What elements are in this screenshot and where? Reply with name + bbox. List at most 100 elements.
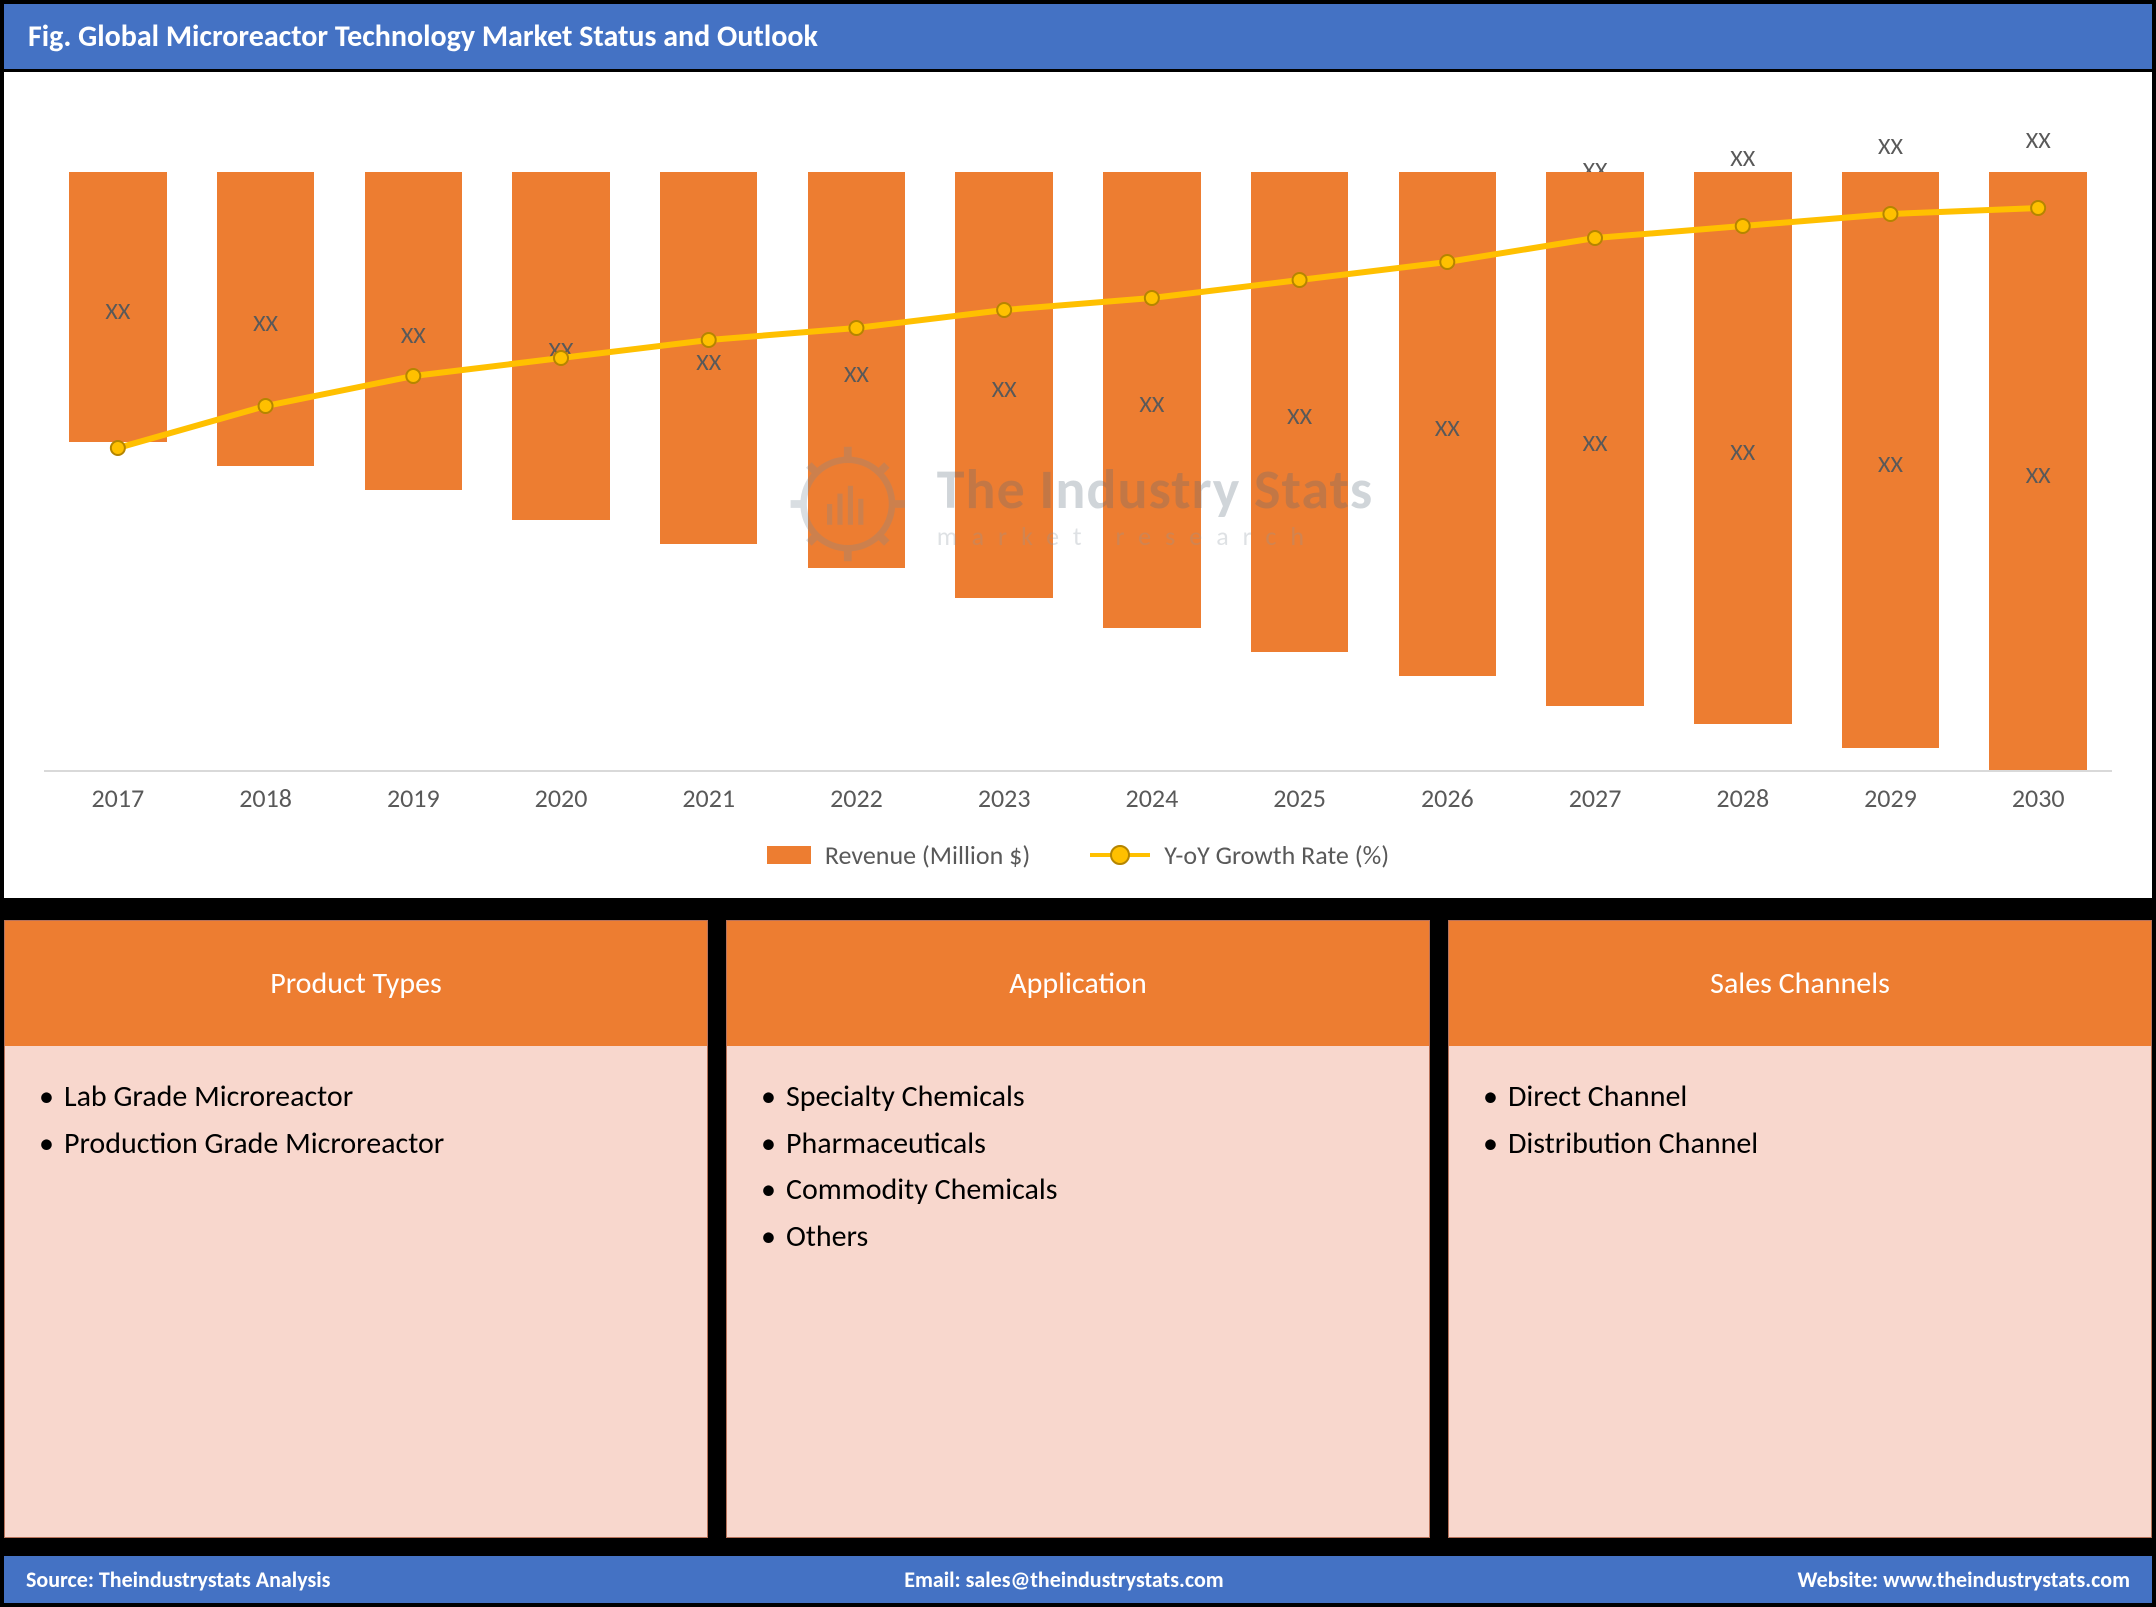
x-tick-label: 2027 — [1521, 782, 1669, 822]
x-tick-label: 2021 — [635, 782, 783, 822]
bar-slot: XXXX — [1964, 172, 2112, 770]
footer-email: Email: sales@theindustrystats.com — [904, 1566, 1223, 1593]
card-bullet: Production Grade Microreactor — [39, 1121, 673, 1168]
chart-legend: Revenue (Million $) Y-oY Growth Rate (%) — [44, 832, 2112, 888]
x-tick-label: 2022 — [783, 782, 931, 822]
bar-value-label: XX — [1583, 429, 1608, 458]
bar: XX — [512, 172, 609, 520]
bar-value-label: XX — [844, 360, 869, 389]
bar-slot: XXXX — [1817, 172, 1965, 770]
figure-title: Fig. Global Microreactor Technology Mark… — [4, 4, 2152, 72]
bar-slot: XXXX — [1226, 172, 1374, 770]
bar-slot: XXXX — [1521, 172, 1669, 770]
x-tick-label: 2030 — [1964, 782, 2112, 822]
footer-source: Source: Theindustrystats Analysis — [26, 1566, 330, 1593]
card-bullet: Pharmaceuticals — [761, 1121, 1395, 1168]
x-tick-label: 2025 — [1226, 782, 1374, 822]
bar: XX — [808, 172, 905, 568]
bar-slot: XXXX — [930, 172, 1078, 770]
legend-item-revenue: Revenue (Million $) — [767, 839, 1030, 871]
category-card: Sales ChannelsDirect ChannelDistribution… — [1448, 920, 2152, 1538]
bar-value-label: XX — [1730, 438, 1755, 467]
footer-website: Website: www.theindustrystats.com — [1798, 1566, 2130, 1593]
category-card: ApplicationSpecialty ChemicalsPharmaceut… — [726, 920, 1430, 1538]
x-tick-label: 2019 — [339, 782, 487, 822]
card-title: Application — [727, 921, 1429, 1046]
bar: XX — [69, 172, 166, 442]
card-bullet: Distribution Channel — [1483, 1121, 2117, 1168]
card-bullet: Lab Grade Microreactor — [39, 1074, 673, 1121]
chart-panel: XXXXXXXXXXXXXXXXXXXXXXXXXXXXXXXXXXXXXXXX… — [4, 72, 2152, 902]
footer-source-value: Theindustrystats Analysis — [99, 1566, 331, 1593]
footer-source-label: Source: — [26, 1566, 94, 1593]
figure-container: Fig. Global Microreactor Technology Mark… — [0, 0, 2156, 1607]
bar-value-label: XX — [401, 321, 426, 350]
x-tick-label: 2026 — [1373, 782, 1521, 822]
card-title: Sales Channels — [1449, 921, 2151, 1046]
bar: XX — [1989, 172, 2086, 770]
bar-value-label: XX — [1287, 402, 1312, 431]
x-tick-label: 2023 — [930, 782, 1078, 822]
bar-value-label: XX — [2026, 461, 2051, 490]
legend-swatch-bar — [767, 846, 811, 864]
bar: XX — [217, 172, 314, 466]
bar: XX — [660, 172, 757, 544]
bar: XX — [365, 172, 462, 490]
bar: XX — [1842, 172, 1939, 748]
bar-slot: XXXX — [1669, 172, 1817, 770]
bar-slot: XXXX — [192, 172, 340, 770]
footer-website-label: Website: — [1798, 1566, 1879, 1593]
card-body: Lab Grade MicroreactorProduction Grade M… — [5, 1046, 707, 1537]
x-tick-label: 2018 — [192, 782, 340, 822]
bar-value-label: XX — [992, 375, 1017, 404]
line-value-label: XX — [1878, 132, 1903, 161]
card-body: Specialty ChemicalsPharmaceuticalsCommod… — [727, 1046, 1429, 1537]
footer-website-value: www.theindustrystats.com — [1883, 1566, 2130, 1593]
footer-bar: Source: Theindustrystats Analysis Email:… — [4, 1556, 2152, 1603]
category-cards: Product TypesLab Grade MicroreactorProdu… — [4, 902, 2152, 1556]
bar: XX — [1103, 172, 1200, 628]
bar-slot: XXXX — [1078, 172, 1226, 770]
bar: XX — [1694, 172, 1791, 724]
category-card: Product TypesLab Grade MicroreactorProdu… — [4, 920, 708, 1538]
bar-value-label: XX — [105, 297, 130, 326]
x-tick-label: 2029 — [1817, 782, 1965, 822]
footer-email-value: sales@theindustrystats.com — [966, 1566, 1224, 1593]
card-title: Product Types — [5, 921, 707, 1046]
bar-slot: XXXX — [1373, 172, 1521, 770]
line-value-label: XX — [2026, 126, 2051, 155]
x-axis-labels: 2017201820192020202120222023202420252026… — [44, 782, 2112, 822]
bar-value-label: XX — [253, 309, 278, 338]
footer-email-label: Email: — [904, 1566, 960, 1593]
bar-value-label: XX — [1435, 414, 1460, 443]
bar-slot: XXXX — [339, 172, 487, 770]
bar: XX — [1399, 172, 1496, 676]
legend-label-growth: Y-oY Growth Rate (%) — [1164, 839, 1389, 871]
bar-slot: XXXX — [635, 172, 783, 770]
line-value-label: XX — [1730, 144, 1755, 173]
x-tick-label: 2024 — [1078, 782, 1226, 822]
legend-item-growth: Y-oY Growth Rate (%) — [1090, 839, 1389, 871]
bar-value-label: XX — [549, 336, 574, 365]
card-bullet: Direct Channel — [1483, 1074, 2117, 1121]
x-tick-label: 2017 — [44, 782, 192, 822]
card-bullet: Others — [761, 1214, 1395, 1261]
bar-series: XXXXXXXXXXXXXXXXXXXXXXXXXXXXXXXXXXXXXXXX… — [44, 172, 2112, 772]
bar-value-label: XX — [696, 348, 721, 377]
legend-swatch-line — [1090, 853, 1150, 857]
card-body: Direct ChannelDistribution Channel — [1449, 1046, 2151, 1537]
bar-value-label: XX — [1878, 450, 1903, 479]
plot-area: XXXXXXXXXXXXXXXXXXXXXXXXXXXXXXXXXXXXXXXX… — [44, 102, 2112, 832]
card-bullet: Commodity Chemicals — [761, 1167, 1395, 1214]
bar: XX — [955, 172, 1052, 598]
x-tick-label: 2020 — [487, 782, 635, 822]
bar-slot: XXXX — [783, 172, 931, 770]
legend-label-revenue: Revenue (Million $) — [825, 839, 1030, 871]
card-bullet: Specialty Chemicals — [761, 1074, 1395, 1121]
bar-value-label: XX — [1139, 390, 1164, 419]
bar: XX — [1546, 172, 1643, 706]
x-tick-label: 2028 — [1669, 782, 1817, 822]
bar-slot: XXXX — [44, 172, 192, 770]
bar: XX — [1251, 172, 1348, 652]
bar-slot: XXXX — [487, 172, 635, 770]
